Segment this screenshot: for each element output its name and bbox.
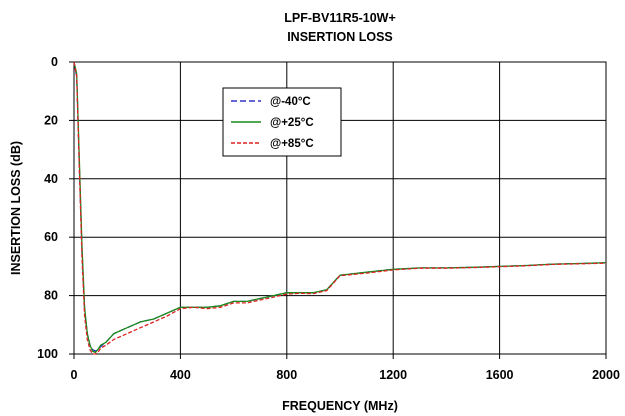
x-tick-label: 1200 xyxy=(379,368,407,382)
y-tick-label: 100 xyxy=(37,347,58,361)
y-tick-label: 0 xyxy=(51,55,58,69)
x-tick-label: 1600 xyxy=(486,368,514,382)
x-tick-label: 2000 xyxy=(592,368,620,382)
legend-label: @+85°C xyxy=(270,138,314,150)
x-tick-label: 400 xyxy=(170,368,191,382)
legend-label: @+25°C xyxy=(270,117,314,129)
x-axis-label: FREQUENCY (MHz) xyxy=(282,399,398,413)
series-line-2 xyxy=(73,61,607,355)
x-tick-label: 0 xyxy=(71,368,78,382)
y-tick-label: 20 xyxy=(44,113,58,127)
y-tick-label: 60 xyxy=(44,230,58,244)
chart-title: LPF-BV11R5-10W+ xyxy=(284,11,396,25)
y-axis-label: INSERTION LOSS (dB) xyxy=(9,141,23,275)
legend-label: @-40°C xyxy=(270,96,311,108)
chart-subtitle: INSERTION LOSS xyxy=(287,30,393,44)
x-axis-ticks: 0 400 800 1200 1600 2000 xyxy=(71,354,620,382)
series-lines xyxy=(73,61,607,355)
y-tick-label: 40 xyxy=(44,172,58,186)
y-tick-label: 80 xyxy=(44,289,58,303)
x-tick-label: 800 xyxy=(276,368,297,382)
y-axis-ticks: 0 20 40 60 80 100 xyxy=(37,55,74,361)
legend: @-40°C @+25°C @+85°C xyxy=(222,87,342,157)
